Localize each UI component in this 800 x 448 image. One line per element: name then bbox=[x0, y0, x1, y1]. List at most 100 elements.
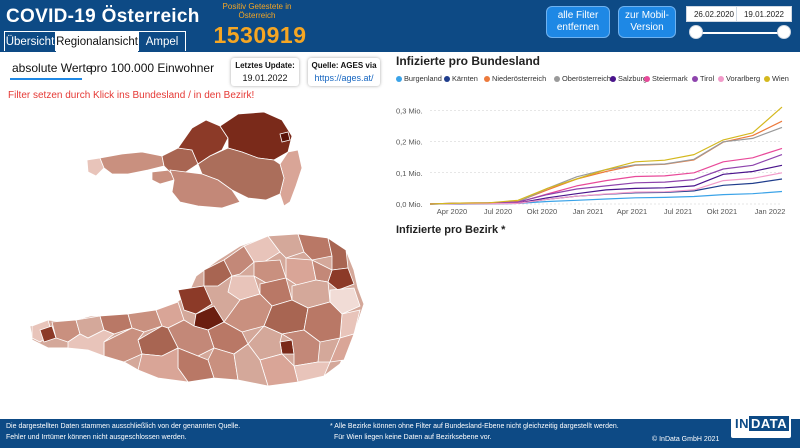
tab-uebersicht[interactable]: Übersicht bbox=[4, 31, 56, 51]
legend-dot bbox=[610, 75, 616, 82]
district-section-title: Infizierte pro Bezirk * bbox=[396, 224, 506, 236]
map-state-tirol[interactable] bbox=[99, 151, 165, 175]
header-bar: COVID-19 Österreich Positiv Getestete in… bbox=[0, 0, 800, 52]
source-label: Quelle: AGES via bbox=[311, 61, 377, 70]
map-state-vorarlberg[interactable] bbox=[86, 157, 105, 177]
map-district-y[interactable] bbox=[329, 333, 355, 363]
legend-dot bbox=[444, 75, 450, 82]
legend-dot bbox=[484, 75, 490, 82]
active-toggle-underline bbox=[10, 78, 82, 80]
legend-label: Niederösterreich bbox=[492, 74, 547, 83]
legend-dot bbox=[644, 75, 650, 82]
line-chart[interactable]: 0,0 Mio. 0,1 Mio. 0,2 Mio. 0,3 Mio. Apr 2020… bbox=[390, 98, 790, 220]
series-line[interactable] bbox=[429, 172, 783, 205]
mobile-version-button[interactable]: zur Mobil-Version bbox=[618, 6, 676, 38]
legend-item[interactable]: Burgenland bbox=[396, 74, 442, 83]
legend-item[interactable]: Kärnten bbox=[444, 74, 478, 83]
date-to-input[interactable]: 19.01.2022 bbox=[736, 6, 792, 22]
legend-label: Wien bbox=[772, 74, 789, 83]
footer-disclaimer-line2: Fehler und Irrtümer können nicht ausgesc… bbox=[6, 434, 187, 441]
y-tick-label: 0,2 Mio. bbox=[396, 138, 423, 147]
y-tick-label: 0,0 Mio. bbox=[396, 200, 423, 209]
legend-item[interactable]: Niederösterreich bbox=[484, 74, 546, 83]
series-line[interactable] bbox=[429, 178, 783, 205]
map-district-w[interactable] bbox=[329, 287, 361, 315]
date-from-input[interactable]: 26.02.2020 bbox=[686, 6, 742, 22]
y-tick-label: 0,3 Mio. bbox=[396, 106, 423, 115]
footer-bar: Die dargestellten Daten stammen ausschli… bbox=[0, 419, 800, 448]
last-update-label: Letztes Update: bbox=[235, 61, 295, 70]
legend-dot bbox=[554, 75, 560, 82]
map-district-an[interactable] bbox=[137, 347, 189, 383]
chart-legend: Burgenland Kärnten Niederösterreich Oberöst… bbox=[396, 74, 796, 86]
last-update-card: Letztes Update: 19.01.2022 bbox=[231, 58, 299, 86]
map-district-f[interactable] bbox=[127, 309, 163, 333]
series-line[interactable] bbox=[430, 190, 783, 205]
map-state-kaernten[interactable] bbox=[169, 169, 241, 209]
map-state-osttirol[interactable] bbox=[151, 169, 175, 185]
x-tick-label: Okt 2020 bbox=[527, 207, 557, 216]
x-tick-label: Jul 2020 bbox=[484, 207, 512, 216]
logo-text: IN DATA bbox=[735, 416, 790, 431]
positive-label: Positiv Getestete in Österreich bbox=[222, 2, 292, 20]
legend-item[interactable]: Vorarlberg bbox=[718, 74, 760, 83]
tab-ampel[interactable]: Ampel bbox=[138, 31, 186, 51]
legend-dot bbox=[396, 75, 402, 82]
x-tick-label: Jan 2021 bbox=[573, 207, 604, 216]
toggle-per-100k[interactable]: pro 100.000 Einwohner bbox=[90, 61, 215, 75]
source-card: Quelle: AGES via https://ages.at/ bbox=[308, 58, 380, 86]
toggle-absolute-values[interactable]: absolute Werte bbox=[12, 61, 93, 75]
legend-label: Tirol bbox=[700, 74, 715, 83]
map-district-aj[interactable] bbox=[233, 343, 269, 387]
x-tick-label: Jul 2021 bbox=[664, 207, 692, 216]
map-district-af[interactable] bbox=[293, 361, 331, 383]
map-district-e[interactable] bbox=[99, 313, 133, 335]
series-line[interactable] bbox=[429, 120, 783, 205]
x-tick-label: Apr 2020 bbox=[437, 207, 467, 216]
legend-label: Kärnten bbox=[452, 74, 478, 83]
date-slider-start-handle[interactable] bbox=[689, 25, 703, 39]
districts-map[interactable] bbox=[28, 230, 384, 390]
source-link[interactable]: https://ages.at/ bbox=[314, 73, 374, 83]
tab-regionalansicht[interactable]: Regionalansicht bbox=[56, 31, 138, 52]
legend-item[interactable]: Salzburg bbox=[610, 74, 647, 83]
footer-copyright: © InData GmbH 2021 bbox=[652, 436, 720, 443]
date-slider-end-handle[interactable] bbox=[777, 25, 791, 39]
map-district-ap[interactable] bbox=[67, 329, 115, 357]
footer-disclaimer-line1: Die dargestellten Daten stammen ausschli… bbox=[6, 423, 241, 430]
footer-note-line2: Für Wien liegen keine Daten auf Bezirkse… bbox=[334, 434, 492, 441]
map-district-n[interactable] bbox=[297, 233, 333, 261]
legend-label: Salzburg bbox=[618, 74, 648, 83]
series-line[interactable] bbox=[429, 147, 783, 205]
map-district-k[interactable] bbox=[223, 245, 255, 277]
clear-filters-button[interactable]: alle Filter entfernen bbox=[546, 6, 610, 38]
legend-label: Burgenland bbox=[404, 74, 442, 83]
date-range-slider[interactable] bbox=[696, 32, 784, 34]
map-district-h[interactable] bbox=[177, 285, 213, 315]
positive-count: 1530919 bbox=[213, 22, 307, 48]
series-line[interactable] bbox=[429, 106, 783, 205]
map-district-j[interactable] bbox=[203, 259, 233, 287]
legend-item[interactable]: Steiermark bbox=[644, 74, 688, 83]
series-line[interactable] bbox=[429, 154, 783, 205]
map-state-wien[interactable] bbox=[279, 131, 291, 143]
filter-hint: Filter setzen durch Klick ins Bundesland… bbox=[8, 90, 255, 101]
map-district-m[interactable] bbox=[267, 233, 305, 259]
map-state-oberoesterreich[interactable] bbox=[177, 119, 229, 165]
legend-item[interactable]: Tirol bbox=[692, 74, 714, 83]
map-state-niederoesterreich[interactable] bbox=[219, 111, 293, 161]
legend-item[interactable]: Oberösterreich bbox=[554, 74, 611, 83]
map-district-ao[interactable] bbox=[103, 327, 145, 363]
legend-label: Vorarlberg bbox=[726, 74, 761, 83]
map-district-l[interactable] bbox=[243, 235, 281, 263]
app-title: COVID-19 Österreich bbox=[6, 6, 200, 27]
states-map[interactable] bbox=[82, 108, 312, 218]
x-tick-label: Apr 2021 bbox=[617, 207, 647, 216]
chart-title: Infizierte pro Bundesland bbox=[396, 54, 541, 68]
x-tick-label: Jan 2022 bbox=[755, 207, 786, 216]
map-district-ai[interactable] bbox=[207, 347, 239, 381]
legend-dot bbox=[718, 75, 724, 82]
legend-item[interactable]: Wien bbox=[764, 74, 789, 83]
last-update-value: 19.01.2022 bbox=[242, 73, 288, 83]
